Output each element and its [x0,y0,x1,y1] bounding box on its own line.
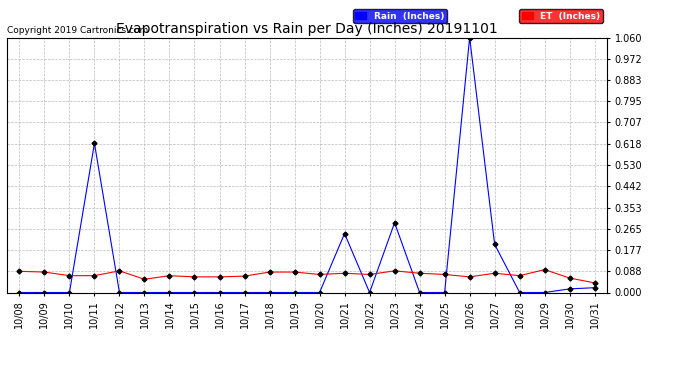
Title: Evapotranspiration vs Rain per Day (Inches) 20191101: Evapotranspiration vs Rain per Day (Inch… [116,22,498,36]
Legend: ET  (Inches): ET (Inches) [519,9,602,23]
Text: Copyright 2019 Cartronics.com: Copyright 2019 Cartronics.com [7,26,148,35]
